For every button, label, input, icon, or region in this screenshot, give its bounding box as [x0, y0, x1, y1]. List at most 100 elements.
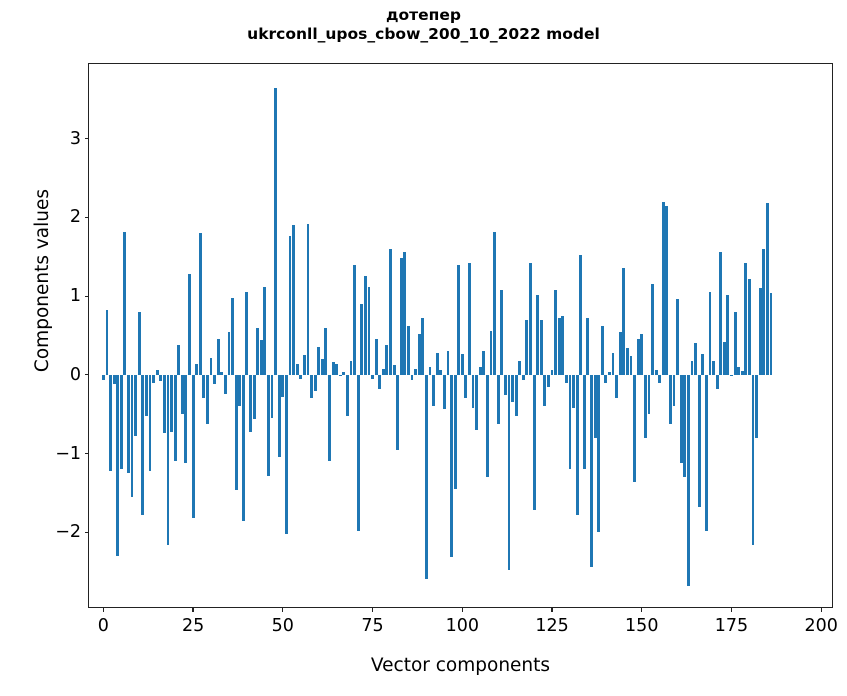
bar-component-139 [600, 326, 604, 375]
bar-component-12 [144, 374, 148, 416]
bar-component-159 [672, 374, 676, 407]
bar-component-104 [475, 374, 479, 430]
bar-component-54 [295, 363, 299, 375]
bar-component-90 [424, 374, 428, 580]
bar-component-61 [320, 359, 324, 375]
x-tick-mark-175 [730, 607, 733, 612]
bar-component-43 [256, 327, 260, 375]
bar-component-142 [611, 352, 615, 375]
bar-component-16 [159, 374, 163, 382]
x-axis-label: Vector components [370, 655, 551, 676]
bar-component-175 [730, 374, 733, 377]
bar-component-44 [259, 340, 263, 375]
bar-component-122 [539, 319, 543, 375]
bar-component-108 [489, 330, 493, 375]
bar-component-18 [166, 374, 170, 545]
y-tick-mark-0 [84, 374, 89, 376]
bar-component-136 [590, 374, 593, 567]
y-tick-mark-3 [84, 138, 89, 140]
bar-component-27 [198, 233, 202, 375]
bar-component-172 [719, 252, 723, 375]
bar-component-114 [511, 374, 514, 402]
bar-component-143 [615, 374, 619, 399]
x-tick-label-150: 150 [625, 616, 659, 636]
bar-component-138 [597, 374, 601, 533]
bar-component-21 [177, 344, 181, 375]
x-tick-mark-125 [551, 607, 553, 612]
bar-component-2 [109, 374, 112, 471]
bar-component-131 [572, 374, 575, 408]
bar-component-174 [726, 294, 730, 375]
bar-component-127 [557, 318, 561, 375]
bar-component-66 [338, 374, 342, 377]
x-tick-label-100: 100 [445, 616, 479, 636]
bar-component-168 [704, 374, 708, 531]
bar-component-141 [608, 371, 611, 375]
bar-component-156 [661, 201, 665, 375]
bar-component-148 [633, 374, 636, 482]
bar-component-48 [274, 87, 278, 375]
bar-component-137 [593, 374, 597, 438]
x-tick-label-0: 0 [97, 616, 109, 636]
bar-component-28 [202, 374, 206, 399]
bar-component-98 [453, 374, 457, 489]
bar-component-170 [712, 360, 715, 375]
bar-component-3 [112, 374, 116, 385]
x-tick-label-75: 75 [361, 616, 384, 636]
chart-title: дотепер ukrconll_upos_cbow_200_10_2022 m… [0, 6, 847, 44]
bar-component-92 [432, 374, 435, 407]
bar-component-105 [478, 366, 482, 375]
bar-component-97 [450, 374, 453, 558]
bar-component-107 [485, 374, 489, 478]
x-tick-label-175: 175 [714, 616, 749, 636]
bar-component-149 [636, 338, 640, 375]
bar-component-146 [625, 348, 629, 375]
y-tick-mark-2 [84, 216, 89, 219]
bar-component-125 [550, 370, 554, 375]
bar-component-123 [543, 374, 547, 407]
bar-component-167 [701, 354, 705, 375]
bar-component-23 [184, 374, 188, 463]
bar-component-185 [765, 203, 769, 375]
bar-component-95 [442, 374, 446, 410]
bar-component-94 [439, 370, 443, 375]
x-tick-mark-50 [282, 607, 284, 612]
bar-component-155 [658, 374, 662, 383]
bar-component-87 [414, 368, 418, 375]
bar-component-134 [582, 374, 586, 470]
bar-component-38 [238, 374, 242, 407]
bar-component-89 [421, 318, 425, 375]
bar-component-31 [213, 374, 217, 385]
bar-component-59 [313, 374, 317, 391]
y-tick-label--2: −2 [55, 522, 81, 543]
bar-component-130 [568, 374, 572, 470]
bar-component-128 [561, 315, 565, 375]
bar-component-36 [231, 297, 234, 375]
bar-component-15 [155, 370, 159, 375]
bar-component-8 [130, 374, 134, 497]
x-tick-mark-25 [192, 607, 194, 612]
bar-component-40 [245, 292, 249, 375]
bar-component-93 [435, 352, 439, 375]
bar-component-161 [679, 374, 683, 463]
x-tick-label-50: 50 [271, 616, 294, 636]
bar-component-13 [148, 374, 152, 471]
bar-component-46 [267, 374, 270, 476]
bar-component-152 [647, 374, 651, 415]
bar-component-73 [363, 276, 367, 375]
bar-component-184 [762, 248, 766, 375]
bar-component-63 [328, 374, 331, 462]
bar-component-71 [356, 374, 360, 531]
bar-component-116 [518, 360, 522, 375]
bar-component-162 [683, 374, 687, 478]
bar-component-180 [748, 278, 751, 375]
bar-component-64 [331, 362, 335, 375]
bar-component-24 [188, 274, 191, 375]
x-tick-mark-75 [371, 607, 374, 612]
bar-component-32 [216, 338, 220, 375]
bar-component-14 [152, 374, 156, 383]
chart-title-line2: ukrconll_upos_cbow_200_10_2022 model [247, 25, 600, 43]
bar-component-181 [751, 374, 755, 545]
bar-component-52 [288, 236, 292, 375]
bar-component-99 [457, 264, 461, 375]
